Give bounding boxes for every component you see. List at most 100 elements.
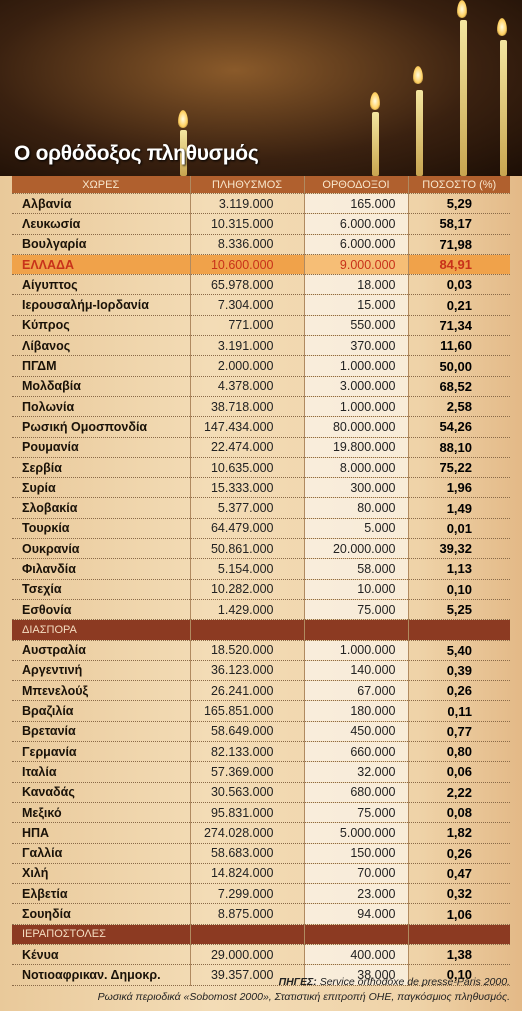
table-cell: 1,96 xyxy=(407,477,510,499)
flame xyxy=(178,110,188,128)
table-cell: Ελβετία xyxy=(12,883,190,905)
table-cell: 450.000 xyxy=(303,721,408,743)
table-row: Συρία 15.333.000 300.000 1,96 xyxy=(12,477,510,499)
table-cell: 1.000.000 xyxy=(303,355,408,377)
table-cell: 71,34 xyxy=(407,315,510,337)
table-cell: 39,32 xyxy=(407,538,510,560)
table-cell: Κύπρος xyxy=(12,315,190,337)
table-cell: 6.000.000 xyxy=(303,213,408,235)
table-row: Αλβανία 3.119.000 165.000 5,29 xyxy=(12,193,510,215)
table-row: Ουκρανία 50.861.000 20.000.000 39,32 xyxy=(12,538,510,560)
table-row: Σουηδία 8.875.000 94.000 1,06 xyxy=(12,903,510,925)
table-cell: Φιλανδία xyxy=(12,558,190,580)
table-cell: 14.824.000 xyxy=(189,863,304,885)
table-cell: 771.000 xyxy=(189,315,304,337)
table-row: Αυστραλία 18.520.000 1.000.000 5,40 xyxy=(12,640,510,661)
table-cell: Μεξικό xyxy=(12,802,190,824)
table-cell: 370.000 xyxy=(303,335,408,357)
candle xyxy=(460,20,467,176)
section-row: ΔΙΑΣΠΟΡΑ xyxy=(12,619,510,641)
table-cell: 0,26 xyxy=(407,843,510,864)
table-cell: 58,17 xyxy=(407,213,510,235)
table-row: Τουρκία 64.479.000 5.000 0,01 xyxy=(12,518,510,540)
table-row: Εσθονία 1.429.000 75.000 5,25 xyxy=(12,599,510,621)
table-cell: Εσθονία xyxy=(12,599,190,621)
table-cell: Ιταλία xyxy=(12,761,190,783)
table-row: Λευκωσία 10.315.000 6.000.000 58,17 xyxy=(12,213,510,235)
table-cell: Σερβία xyxy=(12,457,190,479)
table-cell: 19.800.000 xyxy=(303,437,408,458)
table-cell: 36.123.000 xyxy=(189,660,304,682)
table-cell: 5.000 xyxy=(303,518,408,540)
table-row: Αίγυπτος 65.978.000 18.000 0,03 xyxy=(12,274,510,296)
table-cell: 10.600.000 xyxy=(189,254,304,276)
table-cell: 180.000 xyxy=(303,700,408,722)
table-cell: 95.831.000 xyxy=(189,802,304,824)
table-cell: 65.978.000 xyxy=(189,274,304,296)
table-cell: 0,39 xyxy=(407,660,510,682)
flame xyxy=(370,92,380,110)
table-cell: 4.378.000 xyxy=(189,376,304,397)
table-row: Βουλγαρία 8.336.000 6.000.000 71,98 xyxy=(12,234,510,255)
section-cell xyxy=(407,924,510,945)
table-cell: 0,01 xyxy=(407,518,510,540)
table-cell: 80.000.000 xyxy=(303,416,408,438)
footer: ΠΗΓΕΣ: Service orthodoxe de presse-Paris… xyxy=(98,975,510,1005)
table-cell: 5.377.000 xyxy=(189,497,304,519)
column-header: ΠΛΗΘΥΣΜΟΣ xyxy=(189,176,304,194)
table-cell: Τσεχία xyxy=(12,579,190,600)
table-cell: Χιλή xyxy=(12,863,190,885)
section-cell xyxy=(303,924,408,945)
table-cell: ΗΠΑ xyxy=(12,822,190,844)
table-cell: Βραζιλία xyxy=(12,700,190,722)
footer-line: ΠΗΓΕΣ: Service orthodoxe de presse-Paris… xyxy=(98,975,510,990)
table-cell: 1,38 xyxy=(407,944,510,966)
table-cell: 57.369.000 xyxy=(189,761,304,783)
table-cell: 8.000.000 xyxy=(303,457,408,479)
column-header: ΟΡΘΟΔΟΞΟΙ xyxy=(303,176,408,194)
table-row: Μεξικό 95.831.000 75.000 0,08 xyxy=(12,802,510,824)
table-cell: 165.851.000 xyxy=(189,700,304,722)
table-cell: 58.683.000 xyxy=(189,843,304,864)
flame xyxy=(497,18,507,36)
table-cell: 2,22 xyxy=(407,782,510,803)
table-cell: 0,03 xyxy=(407,274,510,296)
table-cell: Βρετανία xyxy=(12,721,190,743)
table-row: Κύπρος 771.000 550.000 71,34 xyxy=(12,315,510,337)
table-cell: 26.241.000 xyxy=(189,680,304,702)
section-cell xyxy=(407,619,510,641)
table-row: Τσεχία 10.282.000 10.000 0,10 xyxy=(12,579,510,600)
flame xyxy=(413,66,423,84)
table-cell: 15.000 xyxy=(303,294,408,316)
table-cell: 50,00 xyxy=(407,355,510,377)
footer-note: Ρωσικά περιοδικά «Sobomost 2000», Στατισ… xyxy=(97,991,510,1003)
table-cell: Μπενελούξ xyxy=(12,680,190,702)
table-row: Λίβανος 3.191.000 370.000 11,60 xyxy=(12,335,510,357)
table-cell: 3.000.000 xyxy=(303,376,408,397)
candle xyxy=(372,112,379,176)
table-cell: 54,26 xyxy=(407,416,510,438)
table-cell: 84,91 xyxy=(407,254,510,276)
table-row: Κένυα 29.000.000 400.000 1,38 xyxy=(12,944,510,966)
table-cell: 147.434.000 xyxy=(189,416,304,438)
table-row: Νοτιοαφρικαν. Δημοκρ. 39.357.000 38.000 0,1… xyxy=(12,964,510,986)
table-row: Ελβετία 7.299.000 23.000 0,32 xyxy=(12,883,510,905)
table-cell: 18.000 xyxy=(303,274,408,296)
table-cell: 1,82 xyxy=(407,822,510,844)
candle xyxy=(500,40,507,176)
table-cell: 400.000 xyxy=(303,944,408,966)
table-cell: Αίγυπτος xyxy=(12,274,190,296)
footer-source: Service orthodoxe de presse-Paris 2000. xyxy=(319,976,510,988)
table-cell: 165.000 xyxy=(303,193,408,215)
table-cell: 0,77 xyxy=(407,721,510,743)
table-cell: 11,60 xyxy=(407,335,510,357)
table-cell: 82.133.000 xyxy=(189,741,304,763)
table-row: Πολωνία 38.718.000 1.000.000 2,58 xyxy=(12,396,510,418)
section-cell xyxy=(189,619,304,641)
table-cell: 8.336.000 xyxy=(189,234,304,255)
table-cell: 0,47 xyxy=(407,863,510,885)
table-cell: 660.000 xyxy=(303,741,408,763)
table-cell: Νοτιοαφρικαν. Δημοκρ. xyxy=(12,964,190,986)
table-cell: 0,26 xyxy=(407,680,510,702)
